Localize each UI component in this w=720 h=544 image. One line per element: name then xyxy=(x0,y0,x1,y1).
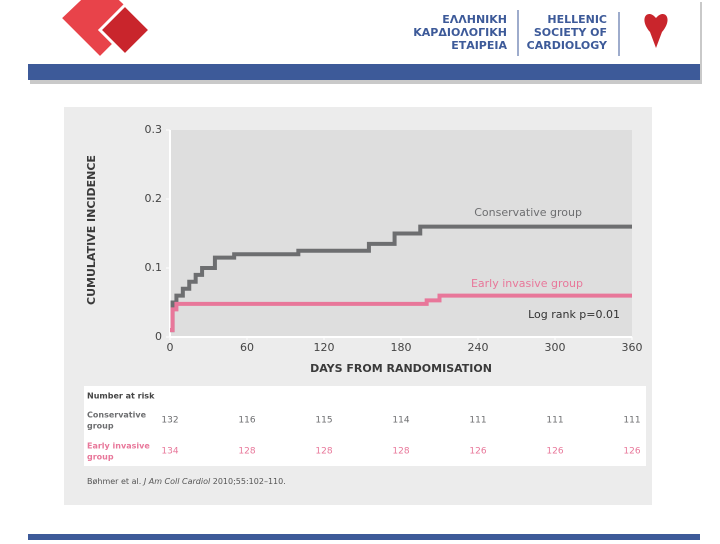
x-tick-label: 360 xyxy=(622,341,643,354)
logo-text-greek: ΚΑΡΔΙΟΛΟΓΙΚΗ xyxy=(413,26,507,39)
logo-text-greek: ΕΛΛΗΝΙΚΗ xyxy=(442,13,507,26)
step-line xyxy=(170,224,632,333)
citation: Bøhmer et al. J Am Coll Cardiol 2010;55:… xyxy=(87,477,286,486)
logo-diamonds xyxy=(57,0,153,61)
risk-count: 126 xyxy=(546,447,563,457)
citation-authors: Bøhmer et al. xyxy=(87,477,141,486)
risk-count: 111 xyxy=(623,416,640,426)
risk-count: 134 xyxy=(161,447,178,457)
risk-count: 111 xyxy=(546,416,563,426)
row-label: Early invasive xyxy=(87,442,150,451)
risk-count: 128 xyxy=(392,447,409,457)
logo-text-greek: ΕΤΑΙΡΕΙΑ xyxy=(451,39,507,52)
risk-count: 115 xyxy=(315,416,332,426)
series-label: Conservative group xyxy=(474,206,582,219)
logo-text-english: SOCIETY OF xyxy=(534,26,607,39)
risk-count: 128 xyxy=(315,447,332,457)
x-tick-label: 180 xyxy=(391,341,412,354)
series-label: Early invasive group xyxy=(471,277,583,290)
footer-band xyxy=(28,534,700,540)
risk-count: 132 xyxy=(161,416,178,426)
risk-count: 116 xyxy=(238,416,255,426)
risk-count: 114 xyxy=(392,416,409,426)
risk-count: 128 xyxy=(238,447,255,457)
logo-heart xyxy=(644,13,668,48)
x-tick-label: 300 xyxy=(545,341,566,354)
row-label: group xyxy=(87,453,114,462)
annotation: Log rank p=0.01 xyxy=(528,308,620,321)
risk-count: 111 xyxy=(469,416,486,426)
citation-journal: J Am Coll Cardiol xyxy=(142,477,211,486)
logo-text-english: CARDIOLOGY xyxy=(527,39,608,52)
risk-count: 126 xyxy=(623,447,640,457)
risk-count: 126 xyxy=(469,447,486,457)
y-tick-label: 0.1 xyxy=(145,261,163,274)
risk-table-bg xyxy=(84,386,646,466)
row-label: Conservative xyxy=(87,411,147,420)
x-tick-label: 60 xyxy=(240,341,254,354)
row-label: group xyxy=(87,422,114,431)
step-line xyxy=(170,293,632,333)
x-axis-label: DAYS FROM RANDOMISATION xyxy=(310,362,492,375)
y-tick-label: 0.2 xyxy=(145,192,163,205)
y-axis-label: CUMULATIVE INCIDENCE xyxy=(85,155,98,305)
citation-ref: 2010;55:102–110. xyxy=(213,477,286,486)
y-tick-label: 0 xyxy=(155,330,162,343)
risk-table-title: Number at risk xyxy=(87,392,155,401)
y-tick-label: 0.3 xyxy=(145,123,163,136)
x-tick-label: 240 xyxy=(468,341,489,354)
x-tick-label: 120 xyxy=(314,341,335,354)
x-tick-label: 0 xyxy=(167,341,174,354)
logo-text-english: HELLENIC xyxy=(547,13,607,26)
